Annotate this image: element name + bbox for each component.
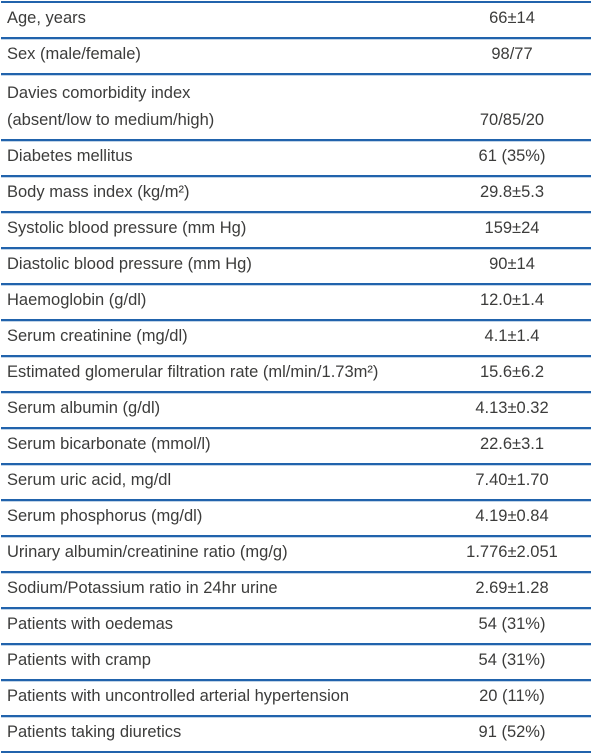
table-row: Body mass index (kg/m²) 29.8±5.3 [1,177,591,213]
row-label: Serum bicarbonate (mmol/l) [7,434,211,453]
row-value: 61 (35%) [478,146,546,165]
row-value: 20 (11%) [479,686,545,705]
table-row: Age, years 66±14 [1,3,591,39]
row-value: 2.69±1.28 [475,578,549,597]
row-value: 98/77 [491,45,533,63]
row-value: 54 (31%) [478,650,546,669]
table-row: Serum uric acid, mg/dl 7.40±1.70 [1,465,591,501]
row-value: 29.8±5.3 [479,182,545,201]
table-row: Patients taking diuretics 91 (52%) [1,717,591,753]
table-row: Serum creatinine (mg/dl) 4.1±1.4 [1,321,591,357]
table-row: Patients with cramp 54 (31%) [1,645,591,681]
row-label: Age, years [7,9,86,27]
row-label: Urinary albumin/creatinine ratio (mg/g) [7,542,288,561]
row-label: Davies comorbidity index (absent/low to … [7,83,215,129]
row-label: Diastolic blood pressure (mm Hg) [7,254,252,273]
table-row: Davies comorbidity index (absent/low to … [1,75,591,141]
row-value: 4.1±1.4 [484,326,540,345]
row-value: 22.6±3.1 [479,434,545,453]
row-label: Serum uric acid, mg/dl [7,470,172,489]
row-label: Patients taking diuretics [7,722,182,741]
row-value: 1.776±2.051 [466,542,558,561]
row-label: Serum creatinine (mg/dl) [7,326,188,345]
row-label: Patients with uncontrolled arterial hype… [7,686,350,705]
row-value: 90±14 [489,254,535,273]
table-row: Haemoglobin (g/dl) 12.0±1.4 [1,285,591,321]
table-row: Patients with oedemas 54 (31%) [1,609,591,645]
table-row: Systolic blood pressure (mm Hg) 159±24 [1,213,591,249]
table-row: Estimated glomerular filtration rate (ml… [1,357,591,393]
row-value: 159±24 [484,218,540,237]
table-row: Diastolic blood pressure (mm Hg) 90±14 [1,249,591,285]
row-value: 70/85/20 [479,110,545,129]
row-label: Haemoglobin (g/dl) [7,290,147,309]
row-label: Diabetes mellitus [7,146,133,165]
row-label: Patients with oedemas [7,614,174,633]
row-label: Estimated glomerular filtration rate (ml… [7,362,379,381]
row-label: Systolic blood pressure (mm Hg) [7,218,247,237]
row-value: 12.0±1.4 [479,290,545,309]
table-body: Age, years 66±14 Sex (male/female) 98/77… [1,3,591,753]
table-row: Urinary albumin/creatinine ratio (mg/g) … [1,537,591,573]
row-label: Serum phosphorus (mg/dl) [7,506,203,525]
row-value: 66±14 [489,9,535,27]
table-row: Sex (male/female) 98/77 [1,39,591,75]
table-row: Diabetes mellitus 61 (35%) [1,141,591,177]
table-row: Serum phosphorus (mg/dl) 4.19±0.84 [1,501,591,537]
row-label: Serum albumin (g/dl) [7,398,161,417]
row-label: Sodium/Potassium ratio in 24hr urine [7,578,278,597]
row-label: Body mass index (kg/m²) [7,182,190,201]
table-row: Patients with uncontrolled arterial hype… [1,681,591,717]
table-row: Serum bicarbonate (mmol/l) 22.6±3.1 [1,429,591,465]
row-label: Patients with cramp [7,650,151,669]
table-row: Serum albumin (g/dl) 4.13±0.32 [1,393,591,429]
row-value: 54 (31%) [478,614,546,633]
row-value: 4.19±0.84 [475,506,549,525]
row-value: 91 (52%) [478,722,546,741]
row-value: 4.13±0.32 [475,398,549,417]
row-label: Sex (male/female) [7,45,141,63]
row-value: 15.6±6.2 [479,362,545,381]
row-value: 7.40±1.70 [475,470,549,489]
table-row: Sodium/Potassium ratio in 24hr urine 2.6… [1,573,591,609]
